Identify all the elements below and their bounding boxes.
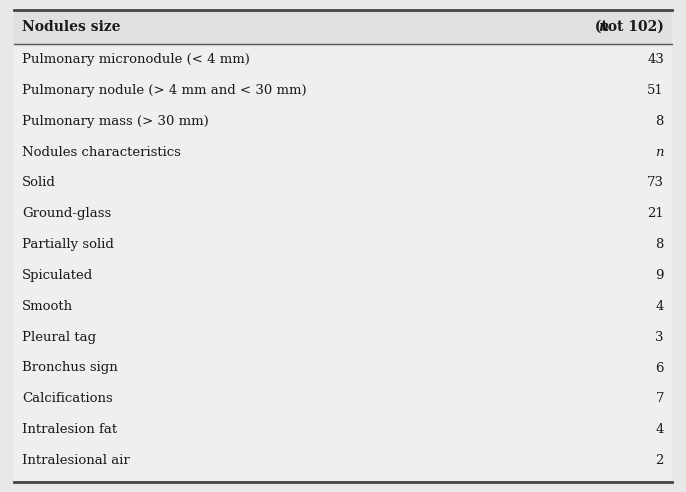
Text: Bronchus sign: Bronchus sign xyxy=(22,362,118,374)
Text: 9: 9 xyxy=(656,269,664,282)
Text: n: n xyxy=(656,146,664,158)
Text: 21: 21 xyxy=(648,207,664,220)
Text: 73: 73 xyxy=(647,176,664,189)
Text: Spiculated: Spiculated xyxy=(22,269,93,282)
Text: Partially solid: Partially solid xyxy=(22,238,114,251)
Text: Intralesional air: Intralesional air xyxy=(22,454,130,467)
Text: Ground-glass: Ground-glass xyxy=(22,207,111,220)
Text: 7: 7 xyxy=(656,392,664,405)
Text: 8: 8 xyxy=(656,115,664,127)
Bar xyxy=(14,10,672,44)
Text: 4: 4 xyxy=(656,300,664,313)
Text: 2: 2 xyxy=(656,454,664,467)
Text: 4: 4 xyxy=(656,423,664,436)
Text: Calcifications: Calcifications xyxy=(22,392,113,405)
Text: Pleural tag: Pleural tag xyxy=(22,331,96,343)
Text: Smooth: Smooth xyxy=(22,300,73,313)
Text: 43: 43 xyxy=(647,53,664,66)
Text: n: n xyxy=(598,20,608,34)
Text: Pulmonary mass (> 30 mm): Pulmonary mass (> 30 mm) xyxy=(22,115,209,127)
Text: Pulmonary nodule (> 4 mm and < 30 mm): Pulmonary nodule (> 4 mm and < 30 mm) xyxy=(22,84,307,97)
Text: Solid: Solid xyxy=(22,176,56,189)
Text: Nodules characteristics: Nodules characteristics xyxy=(22,146,181,158)
Text: 51: 51 xyxy=(648,84,664,97)
Text: 8: 8 xyxy=(656,238,664,251)
Text: 3: 3 xyxy=(656,331,664,343)
Text: Nodules size: Nodules size xyxy=(22,20,121,34)
Text: 6: 6 xyxy=(656,362,664,374)
Text: (tot 102): (tot 102) xyxy=(590,20,664,34)
Text: Pulmonary micronodule (< 4 mm): Pulmonary micronodule (< 4 mm) xyxy=(22,53,250,66)
Text: Intralesion fat: Intralesion fat xyxy=(22,423,117,436)
Bar xyxy=(14,46,672,482)
